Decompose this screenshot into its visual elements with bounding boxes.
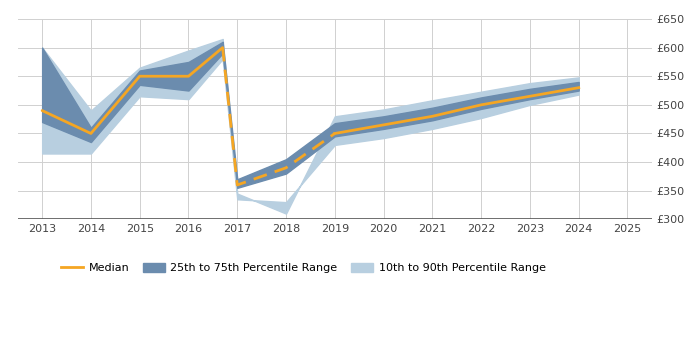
Legend: Median, 25th to 75th Percentile Range, 10th to 90th Percentile Range: Median, 25th to 75th Percentile Range, 1… <box>56 259 550 278</box>
